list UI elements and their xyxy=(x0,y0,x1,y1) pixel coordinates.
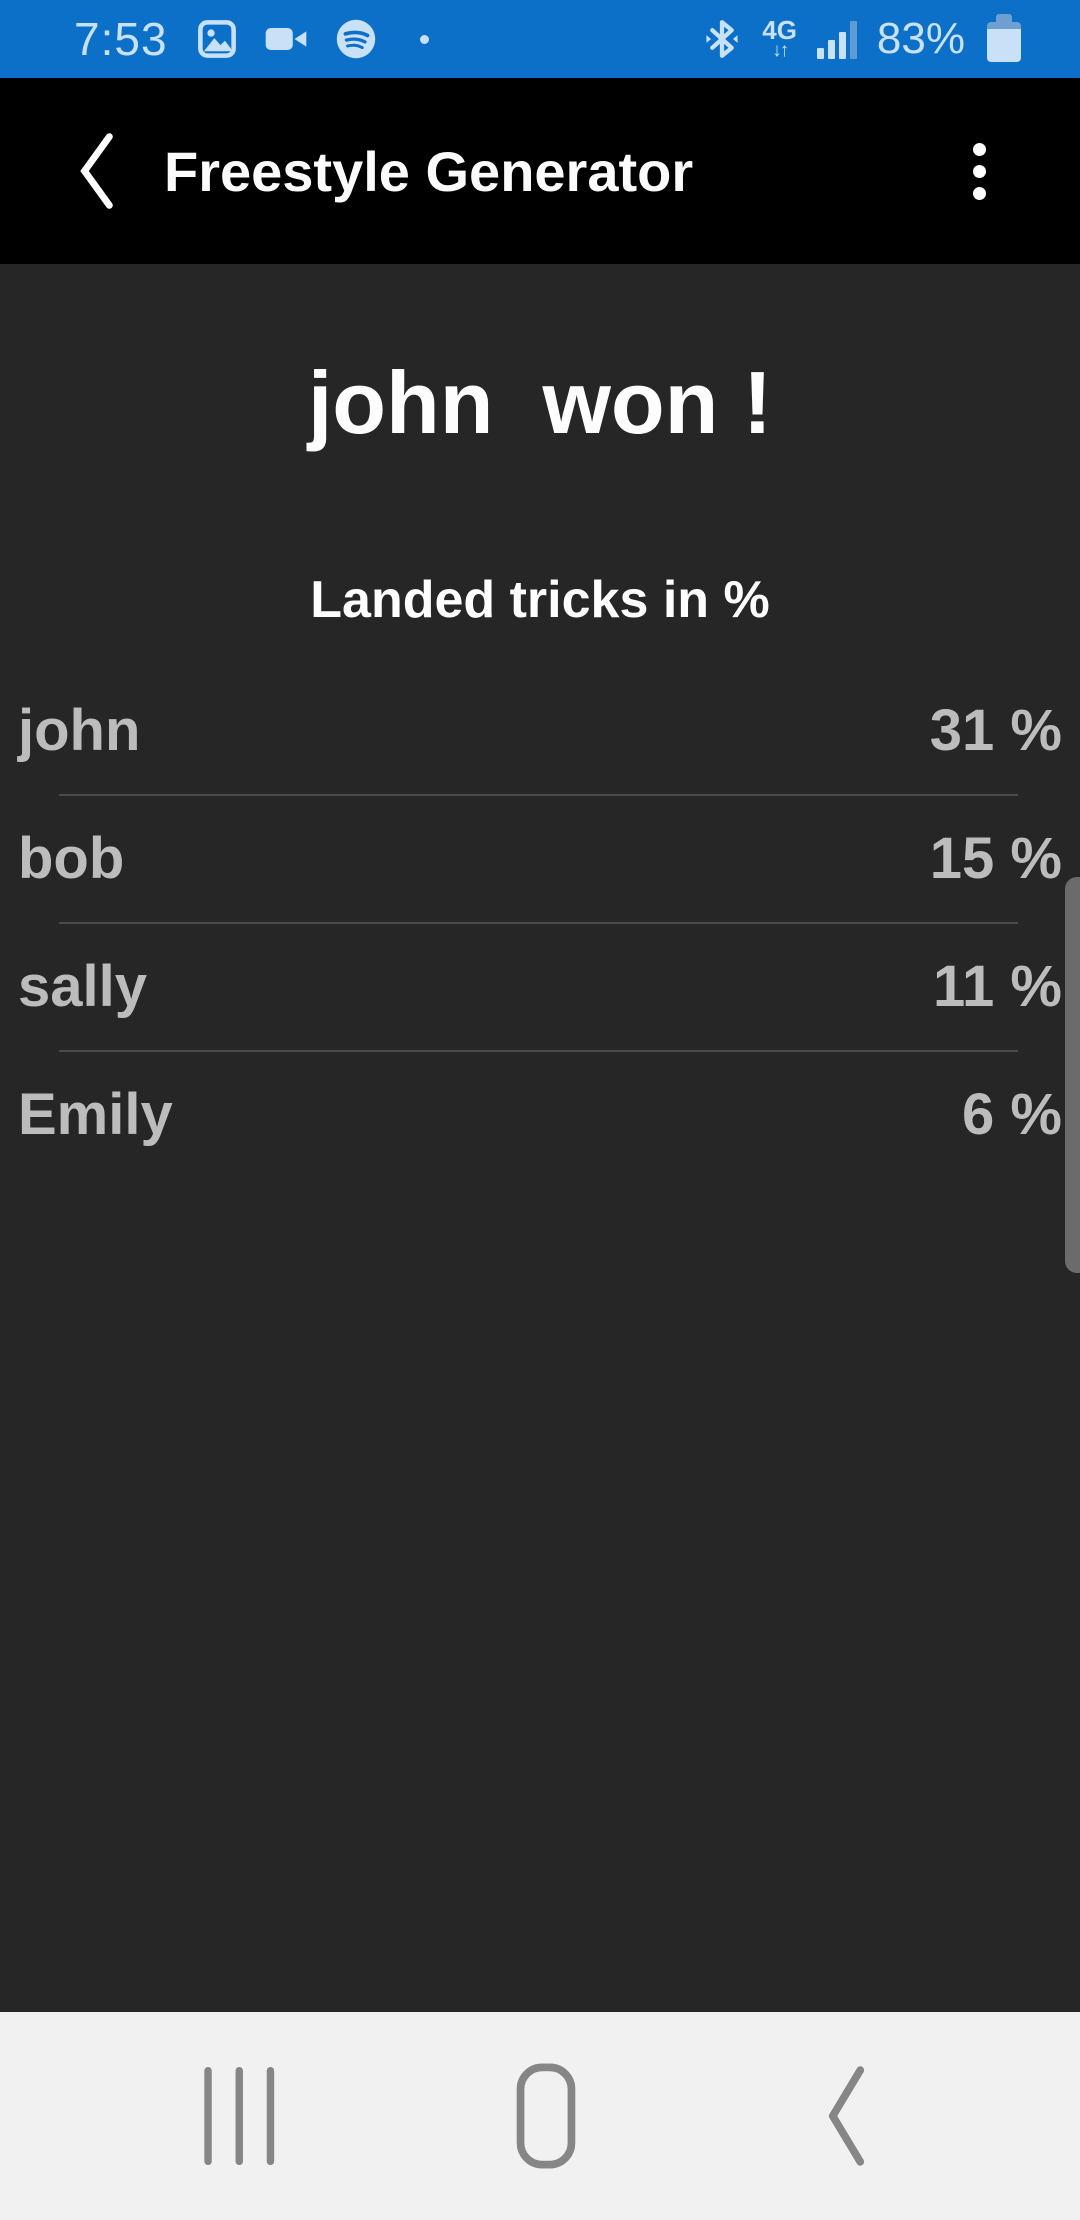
player-name: bob xyxy=(18,826,125,891)
row-divider xyxy=(59,794,1018,796)
player-name: sally xyxy=(18,954,147,1019)
menu-dot-icon xyxy=(972,164,986,178)
score-row: sally 11 % xyxy=(0,924,1080,1050)
row-divider xyxy=(59,1050,1018,1052)
player-name: john xyxy=(18,698,141,763)
status-time: 7:53 xyxy=(74,13,168,65)
score-list: john 31 % bob 15 % sally 11 % Emily 6 % xyxy=(0,668,1080,1178)
landed-tricks-subtitle: Landed tricks in % xyxy=(310,571,770,629)
bluetooth-icon xyxy=(702,16,742,62)
back-nav-button[interactable] xyxy=(790,2012,900,2220)
menu-dot-icon xyxy=(972,142,986,156)
home-button[interactable] xyxy=(491,2012,601,2220)
gallery-notification-icon xyxy=(196,18,238,60)
player-percent: 11 % xyxy=(933,954,1062,1019)
battery-icon xyxy=(985,14,1023,64)
more-notifications-dot-icon xyxy=(419,34,429,44)
player-percent: 15 % xyxy=(929,826,1062,891)
recents-icon xyxy=(204,2066,275,2166)
row-divider xyxy=(59,922,1018,924)
spotify-notification-icon xyxy=(334,17,378,61)
app-bar: Freestyle Generator xyxy=(0,78,1080,264)
battery-percent-label: 83% xyxy=(876,14,965,63)
page-title: Freestyle Generator xyxy=(164,139,694,203)
player-percent: 6 % xyxy=(962,1082,1062,1147)
player-percent: 31 % xyxy=(929,698,1062,763)
winner-headline: john won ! xyxy=(307,353,773,452)
back-button[interactable] xyxy=(64,121,128,221)
score-row: bob 15 % xyxy=(0,796,1080,922)
back-nav-icon xyxy=(828,2066,865,2166)
score-row: john 31 % xyxy=(0,668,1080,794)
status-bar[interactable]: 7:53 xyxy=(0,0,1080,78)
data-up-down-arrows-icon: ↓↑ xyxy=(772,40,789,62)
overflow-menu-button[interactable] xyxy=(934,111,1024,231)
home-icon xyxy=(516,2063,576,2169)
video-camera-notification-icon xyxy=(264,22,308,56)
network-type-label: 4G xyxy=(762,14,797,45)
menu-dot-icon xyxy=(972,186,986,200)
scrollbar-thumb[interactable] xyxy=(1065,877,1080,1273)
recents-button[interactable] xyxy=(185,2012,295,2220)
player-name: Emily xyxy=(18,1082,173,1147)
navigation-bar xyxy=(0,2012,1080,2220)
mobile-network-4g-icon: 4G ↓↑ xyxy=(762,14,797,62)
score-row: Emily 6 % xyxy=(0,1052,1080,1178)
signal-strength-icon xyxy=(816,19,857,59)
